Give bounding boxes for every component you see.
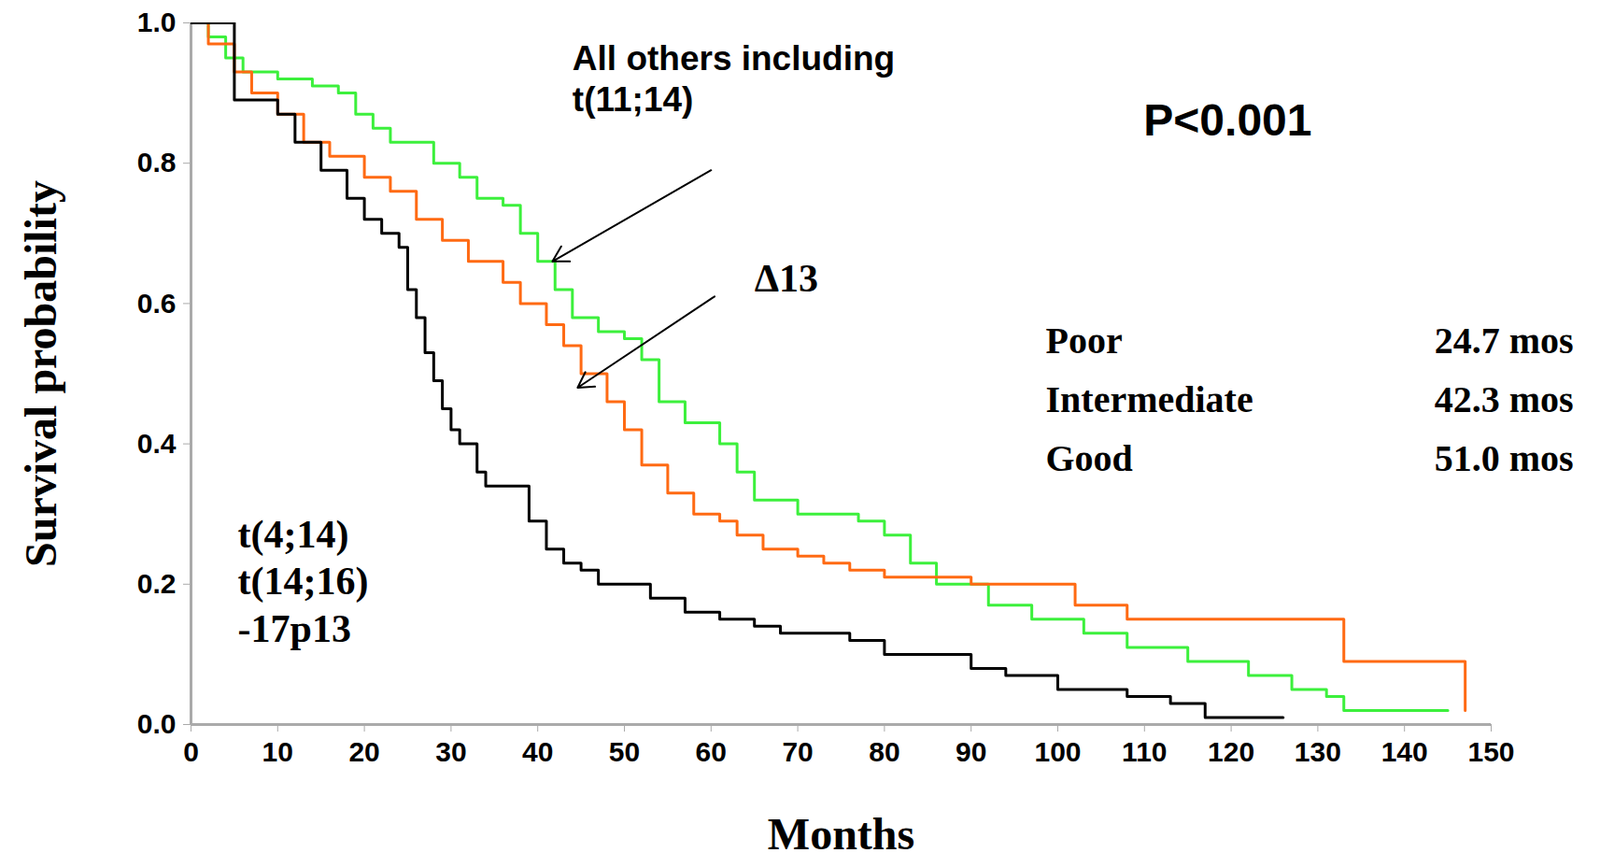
svg-text:130: 130 (1294, 736, 1342, 767)
svg-text:0.0: 0.0 (137, 707, 177, 739)
svg-text:40: 40 (522, 736, 553, 767)
svg-text:P<0.001: P<0.001 (1143, 95, 1312, 145)
svg-text:60: 60 (695, 736, 727, 767)
svg-text:50: 50 (608, 736, 640, 767)
svg-text:0.2: 0.2 (137, 567, 177, 599)
svg-text:20: 20 (348, 736, 380, 767)
svg-text:140: 140 (1381, 736, 1429, 767)
svg-text:Good: Good (1046, 437, 1133, 480)
svg-text:150: 150 (1467, 736, 1515, 767)
svg-text:10: 10 (262, 736, 294, 767)
svg-text:30: 30 (435, 736, 467, 767)
svg-text:70: 70 (781, 736, 813, 767)
svg-text:0: 0 (183, 736, 199, 767)
svg-text:t(4;14)t(14;16)-17p13: t(4;14)t(14;16)-17p13 (238, 512, 369, 651)
svg-text:Poor: Poor (1046, 319, 1123, 362)
svg-text:100: 100 (1033, 736, 1081, 767)
svg-text:110: 110 (1121, 736, 1167, 767)
svg-text:0.8: 0.8 (137, 146, 177, 178)
svg-text:51.0 mos: 51.0 mos (1434, 437, 1574, 480)
svg-text:Intermediate: Intermediate (1046, 378, 1254, 421)
svg-text:80: 80 (868, 736, 900, 767)
svg-text:0.6: 0.6 (137, 287, 177, 319)
svg-text:Survival probability: Survival probability (15, 180, 66, 567)
svg-text:Months: Months (767, 808, 915, 859)
svg-text:90: 90 (955, 736, 987, 767)
svg-text:120: 120 (1207, 736, 1255, 767)
svg-text:1.0: 1.0 (137, 6, 177, 38)
svg-text:0.4: 0.4 (137, 427, 177, 459)
svg-text:All others includingt(11;14): All others includingt(11;14) (572, 39, 895, 119)
svg-text:42.3 mos: 42.3 mos (1434, 378, 1574, 421)
svg-text:24.7 mos: 24.7 mos (1434, 319, 1574, 362)
svg-text:Δ13: Δ13 (754, 256, 819, 300)
